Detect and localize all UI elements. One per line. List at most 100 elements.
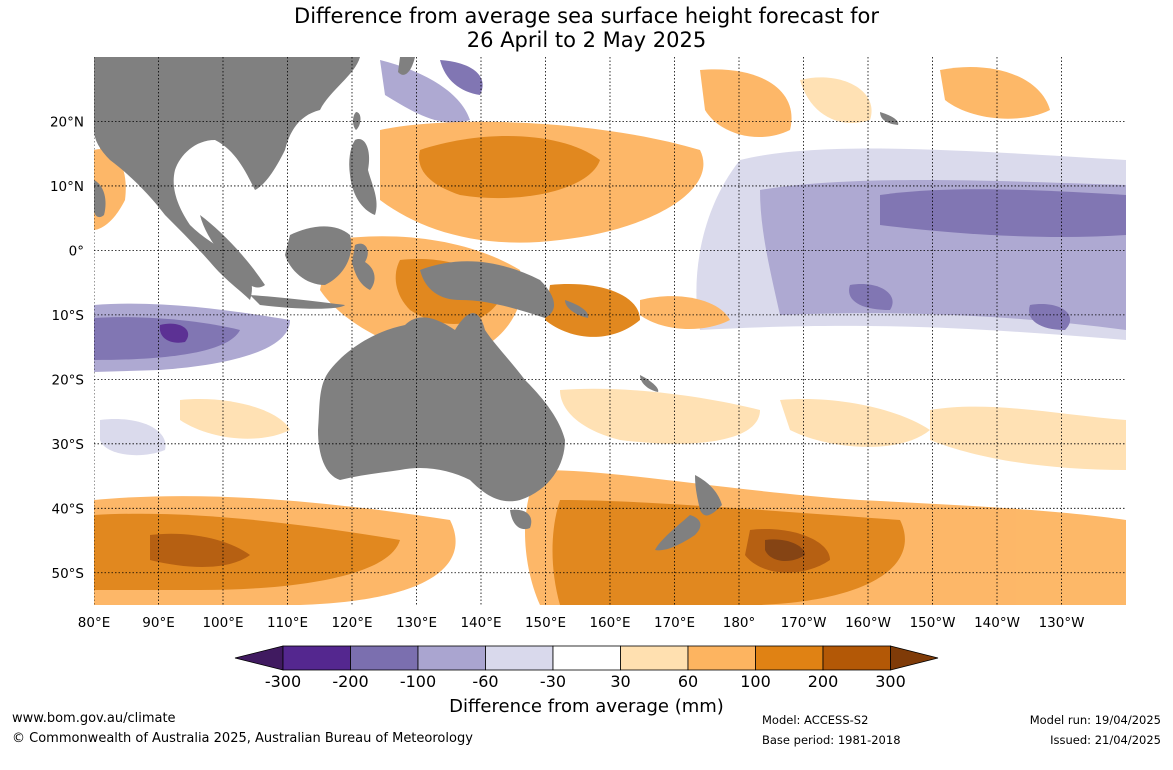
longitude-label: 100°E [202,615,243,631]
land-australia [318,313,565,502]
colorbar-tick-label: -200 [332,672,368,691]
longitude-label: 180° [723,615,756,631]
anomaly-area [560,388,760,444]
land-hawaii [880,112,899,125]
land-new-guinea [420,261,555,318]
longitude-label: 150°E [525,615,566,631]
colorbar-swatch [552,645,621,671]
colorbar [234,645,939,671]
longitude-label: 170°W [781,615,827,631]
anomaly-area [419,136,600,199]
title-line-2: 26 April to 2 May 2025 [466,28,707,52]
anomaly-area [780,399,930,447]
land-philippines [349,139,377,215]
land-sumatra [200,215,265,288]
land [94,57,899,551]
colorbar-labels: -300 -200 -100 -60 -30 30 60 100 200 300 [265,672,906,691]
anomaly-area [150,533,250,567]
colorbar-swatch [620,645,689,671]
land-borneo [285,226,352,285]
footer-model-run: Model run: 19/04/2025 [1029,713,1161,727]
colorbar-swatch [755,645,824,671]
anomaly-area [700,69,792,138]
latitude-label: 10°N [50,179,84,195]
anomaly-area [440,60,483,95]
footer-model: Model: ACCESS-S2 [762,713,869,727]
latitude-label: 40°S [52,501,85,517]
latitude-label: 50°S [52,566,85,582]
longitude-label: 120°E [331,615,372,631]
anomaly-area [1029,304,1071,330]
latitude-label: 20°N [50,114,84,130]
land-solomons [565,300,589,318]
land-india [94,180,106,218]
colorbar-title: Difference from average (mm) [449,696,724,717]
colorbar-tick-label: -60 [472,672,498,691]
anomaly-area [380,60,470,123]
land-new-zealand-north [695,475,722,516]
land-asia [94,57,360,300]
longitude-label: 140°W [974,615,1020,631]
anomaly-area [552,500,905,605]
land-new-zealand-south [655,515,701,551]
gridlines [94,57,1126,605]
colorbar-max-arrow [890,645,939,671]
land-taiwan [353,112,361,130]
colorbar-swatch [687,645,756,671]
longitude-label: 140°E [460,615,501,631]
land-japan [398,57,415,75]
latitude-label: 0° [69,243,84,259]
footer-copyright: © Commonwealth of Australia 2025, Austra… [12,731,473,746]
colorbar-min-arrow [234,645,284,671]
longitude-label: 170°E [654,615,695,631]
longitude-label: 130°E [396,615,437,631]
colorbar-tick-label: -30 [540,672,566,691]
colorbar-tick-label: 60 [678,672,698,691]
anomaly-area [849,284,893,310]
land-java [250,295,345,309]
latitude-label: 30°S [52,437,85,453]
anomaly-area [159,323,189,343]
footer-issued: Issued: 21/04/2025 [1050,733,1161,747]
chart-title: Difference from average sea surface heig… [0,4,1173,52]
anomaly-area [180,399,290,439]
longitude-label: 160°W [845,615,891,631]
anomaly-area [940,66,1050,119]
longitude-label: 150°W [910,615,956,631]
longitude-labels: 80°E 90°E 100°E 110°E 120°E 130°E 140°E 150°E 16… [78,615,1085,631]
land-sulawesi [352,243,375,290]
map-panel [94,57,1126,605]
title-line-1: Difference from average sea surface heig… [294,4,879,28]
longitude-label: 110°E [267,615,308,631]
longitude-label: 160°E [589,615,630,631]
anomaly-area [100,419,166,456]
colorbar-swatch [350,645,419,671]
colorbar-tick-label: 30 [610,672,630,691]
colorbar-tick-label: 200 [808,672,839,691]
latitude-labels: 20°N 10°N 0° 10°S 20°S 30°S 40°S 50°S [50,114,84,581]
anomaly-area [880,189,1126,237]
longitude-label: 90°E [142,615,174,631]
anomaly-area [765,539,805,562]
footer-base-period: Base period: 1981-2018 [762,733,901,747]
anomaly-area [640,296,730,330]
colorbar-swatch [822,645,891,671]
latitude-label: 20°S [52,372,85,388]
anomaly-area [545,284,640,337]
colorbar-tick-label: 300 [875,672,906,691]
colorbar-swatch [282,645,351,671]
colorbar-swatch [485,645,554,671]
anomaly-area [930,406,1126,470]
colorbar-tick-label: -100 [400,672,436,691]
colorbar-swatch [417,645,486,671]
colorbar-tick-label: -300 [265,672,301,691]
anomaly-area [94,513,400,590]
longitude-label: 130°W [1039,615,1085,631]
land-tasmania [510,509,532,530]
colorbar-tick-label: 100 [740,672,771,691]
footer-website[interactable]: www.bom.gov.au/climate [12,711,176,726]
anomaly-area [800,77,872,124]
longitude-label: 80°E [78,615,110,631]
latitude-label: 10°S [52,308,85,324]
